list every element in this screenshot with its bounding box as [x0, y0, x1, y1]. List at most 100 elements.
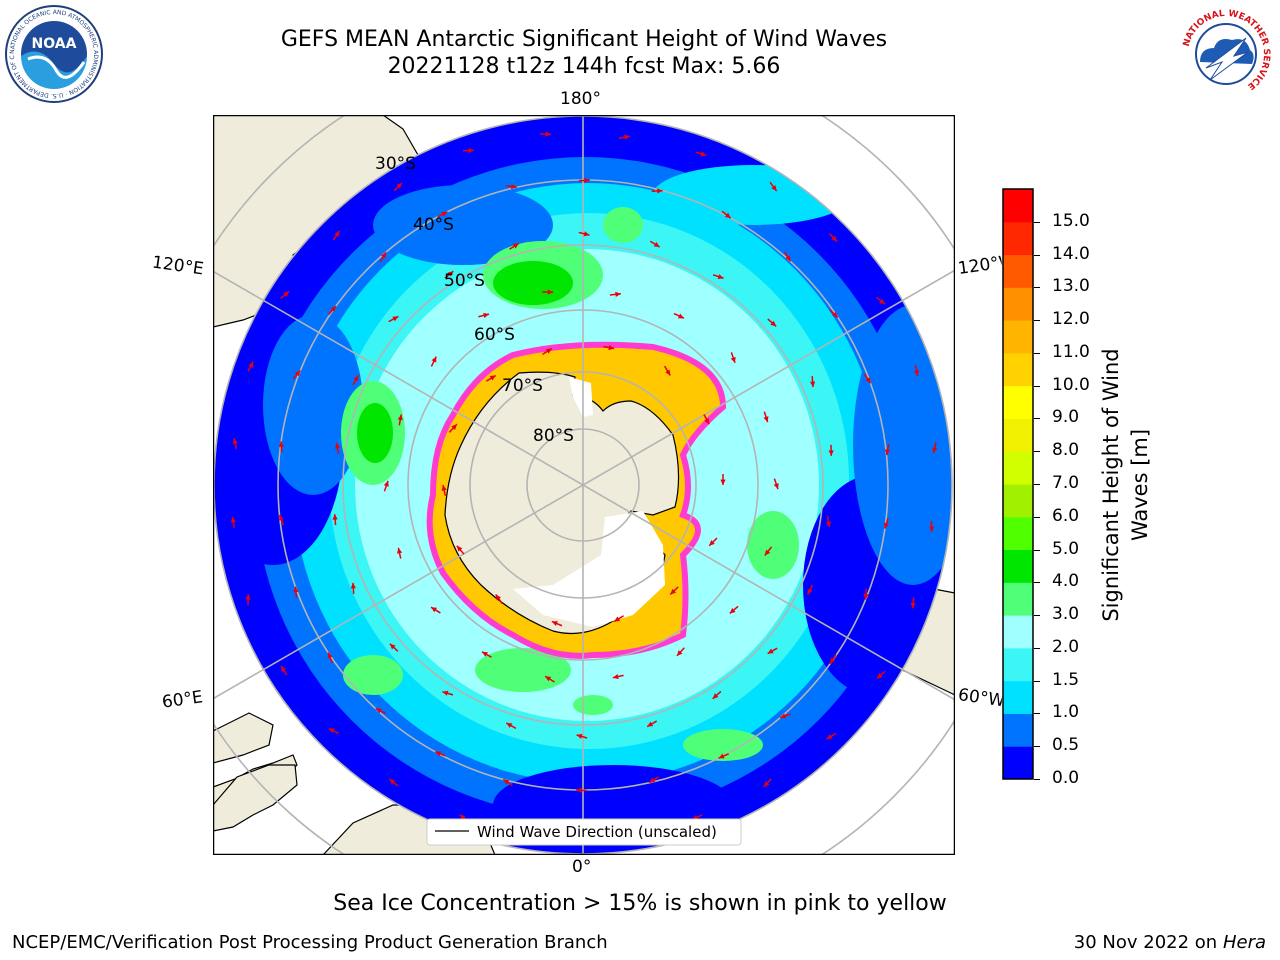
colorbar-tick-label: 14.0	[1052, 243, 1090, 264]
colorbar-tick-label: 12.0	[1052, 309, 1090, 330]
colorbar-segment	[1003, 713, 1033, 747]
colorbar-tick-label: 9.0	[1052, 407, 1080, 428]
wind-wave-arrow	[646, 720, 658, 728]
wind-wave-arrow	[379, 251, 387, 263]
wind-wave-arrow	[828, 444, 834, 456]
colorbar-tick	[1034, 484, 1040, 485]
wind-wave-arrow	[763, 411, 769, 423]
wind-wave-arrow	[784, 251, 791, 262]
colorbar	[1002, 188, 1034, 780]
wind-wave-arrow	[441, 484, 447, 496]
wind-wave-arrow	[769, 181, 778, 192]
nws-logo: NATIONAL WEATHER SERVICE	[1179, 7, 1273, 101]
wind-wave-arrow	[505, 184, 517, 190]
wind-wave-arrow	[910, 597, 916, 609]
producer-credit: NCEP/EMC/Verification Post Processing Pr…	[12, 932, 608, 953]
wind-wave-arrow	[703, 414, 710, 425]
lat-label-60s: 60°S	[474, 325, 515, 345]
wind-wave-arrow	[448, 423, 458, 433]
wind-wave-arrow	[430, 356, 437, 367]
wind-wave-arrow	[578, 231, 590, 237]
colorbar-segment	[1003, 647, 1033, 682]
wind-wave-arrow	[676, 647, 685, 657]
colorbar-tick-label: 1.5	[1052, 669, 1080, 690]
colorbar-segment	[1003, 352, 1033, 387]
lon-label-60w: 60°W	[956, 685, 1004, 711]
wind-wave-arrow	[245, 594, 251, 606]
wind-wave-arrow	[332, 514, 338, 526]
wind-wave-arrow	[495, 594, 503, 604]
colorbar-tick-label: 13.0	[1052, 276, 1090, 297]
colorbar-tick-label: 0.0	[1052, 768, 1080, 788]
wind-wave-arrow	[551, 620, 563, 627]
wind-wave-arrow	[444, 270, 454, 279]
lat-label-40s: 40°S	[413, 215, 454, 235]
colorbar-tick	[1034, 352, 1040, 354]
wind-wave-arrow	[278, 514, 285, 526]
colorbar-tick-label: 8.0	[1052, 440, 1080, 461]
chart-subtitle: 20221128 t12z 144h fcst Max: 5.66	[387, 54, 781, 79]
wind-wave-arrow	[932, 442, 938, 454]
wind-wave-arrow	[430, 606, 441, 614]
lat-label-30s: 30°S	[375, 154, 416, 174]
wind-wave-arrow	[327, 652, 333, 664]
colorbar-tick	[1034, 615, 1040, 617]
wind-wave-arrow	[544, 675, 555, 683]
wind-wave-arrow	[456, 545, 465, 555]
wind-wave-arrow	[247, 361, 254, 372]
wind-wave-arrow	[876, 670, 886, 680]
colorbar-tick	[1034, 254, 1040, 256]
wind-wave-arrow	[767, 647, 778, 655]
colorbar-segment	[1003, 746, 1033, 780]
africa-east-land	[213, 712, 274, 764]
wind-wave-arrow	[434, 751, 446, 757]
wind-wave-arrow	[278, 441, 284, 453]
colorbar-tick	[1034, 746, 1040, 748]
wind-wave-arrow	[293, 586, 299, 598]
lon-label-120e: 120°E	[150, 252, 205, 280]
wind-wave-arrow	[773, 478, 779, 490]
colorbar-tick-label: 15.0	[1052, 210, 1090, 231]
map-panel: 30°S 40°S 50°S 60°S 70°S 80°S Wind Wave …	[213, 115, 955, 855]
wind-wave-arrow	[542, 347, 553, 355]
wind-wave-arrow	[825, 516, 832, 528]
wind-wave-arrow	[695, 151, 707, 157]
wind-wave-arrow	[721, 210, 732, 219]
colorbar-tick-label: 5.0	[1052, 538, 1080, 559]
wind-wave-arrow	[609, 291, 621, 297]
wind-wave-arrow	[663, 365, 671, 376]
colorbar-tick	[1034, 451, 1040, 453]
wind-wave-arrow	[729, 605, 739, 615]
colorbar-segment	[1003, 680, 1033, 714]
colorbar-tick	[1034, 647, 1040, 649]
colorbar-segment	[1003, 320, 1033, 354]
wind-wave-arrow	[542, 289, 554, 295]
wind-wave-arrow	[396, 547, 403, 559]
colorbar-tick-label: 1.0	[1052, 702, 1080, 723]
colorbar-tick	[1034, 418, 1040, 420]
noaa-logo: NATIONAL OCEANIC AND ATMOSPHERIC ADMINIS…	[4, 4, 103, 103]
wind-wave-arrow	[292, 369, 301, 380]
wind-wave-arrow	[578, 177, 590, 183]
wind-wave-arrow	[437, 211, 448, 218]
wind-wave-arrow	[481, 651, 492, 658]
colorbar-segment	[1003, 582, 1033, 616]
wind-wave-arrow	[730, 352, 736, 364]
wind-wave-arrow	[649, 240, 661, 248]
colorbar-tick	[1034, 287, 1040, 289]
wind-wave-arrow	[397, 414, 403, 426]
madagascar-land	[213, 764, 298, 832]
wind-wave-arrow	[928, 520, 935, 532]
wind-wave-arrow	[829, 309, 839, 318]
legend-label: Wind Wave Direction (unscaled)	[477, 823, 717, 841]
colorbar-segment	[1003, 451, 1033, 485]
map-frame	[213, 115, 955, 855]
colorbar-segment	[1003, 385, 1033, 419]
lat-label-70s: 70°S	[502, 376, 543, 396]
colorbar-tick-label: 0.5	[1052, 735, 1080, 756]
wind-wave-arrow	[280, 290, 290, 300]
wind-wave-arrow	[648, 776, 659, 784]
wind-wave-arrow	[767, 318, 777, 327]
lat-label-80s: 80°S	[533, 426, 574, 446]
wind-wave-arrow	[462, 147, 474, 154]
